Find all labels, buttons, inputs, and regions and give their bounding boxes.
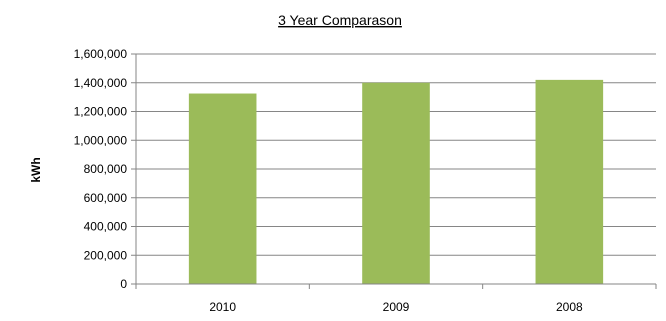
y-tick-label: 1,600,000 [74, 47, 128, 61]
y-tick-label: 600,000 [84, 191, 128, 205]
x-tick-label: 2009 [383, 300, 410, 314]
bar-2010 [188, 93, 257, 284]
y-axis-title: kWh [29, 157, 43, 182]
x-tick-label: 2010 [209, 300, 236, 314]
x-tick-label: 2008 [556, 300, 583, 314]
axes [131, 53, 657, 289]
bar-2009 [362, 82, 430, 284]
chart-title: 3 Year Comparason [278, 12, 402, 28]
y-tick-label: 0 [120, 277, 127, 291]
x-tick-labels: 2010 2009 2008 [209, 300, 583, 314]
y-tick-label: 200,000 [84, 248, 128, 262]
y-tick-label: 1,200,000 [74, 105, 128, 119]
y-tick-label: 1,400,000 [74, 76, 128, 90]
y-tick-labels: 0 200,000 400,000 600,000 800,000 1,000,000 1,… [74, 47, 128, 291]
y-tick-label: 400,000 [84, 220, 128, 234]
y-tick-label: 800,000 [84, 162, 128, 176]
bars [188, 79, 604, 284]
bar-2008 [535, 79, 604, 284]
y-tick-label: 1,000,000 [74, 133, 128, 147]
